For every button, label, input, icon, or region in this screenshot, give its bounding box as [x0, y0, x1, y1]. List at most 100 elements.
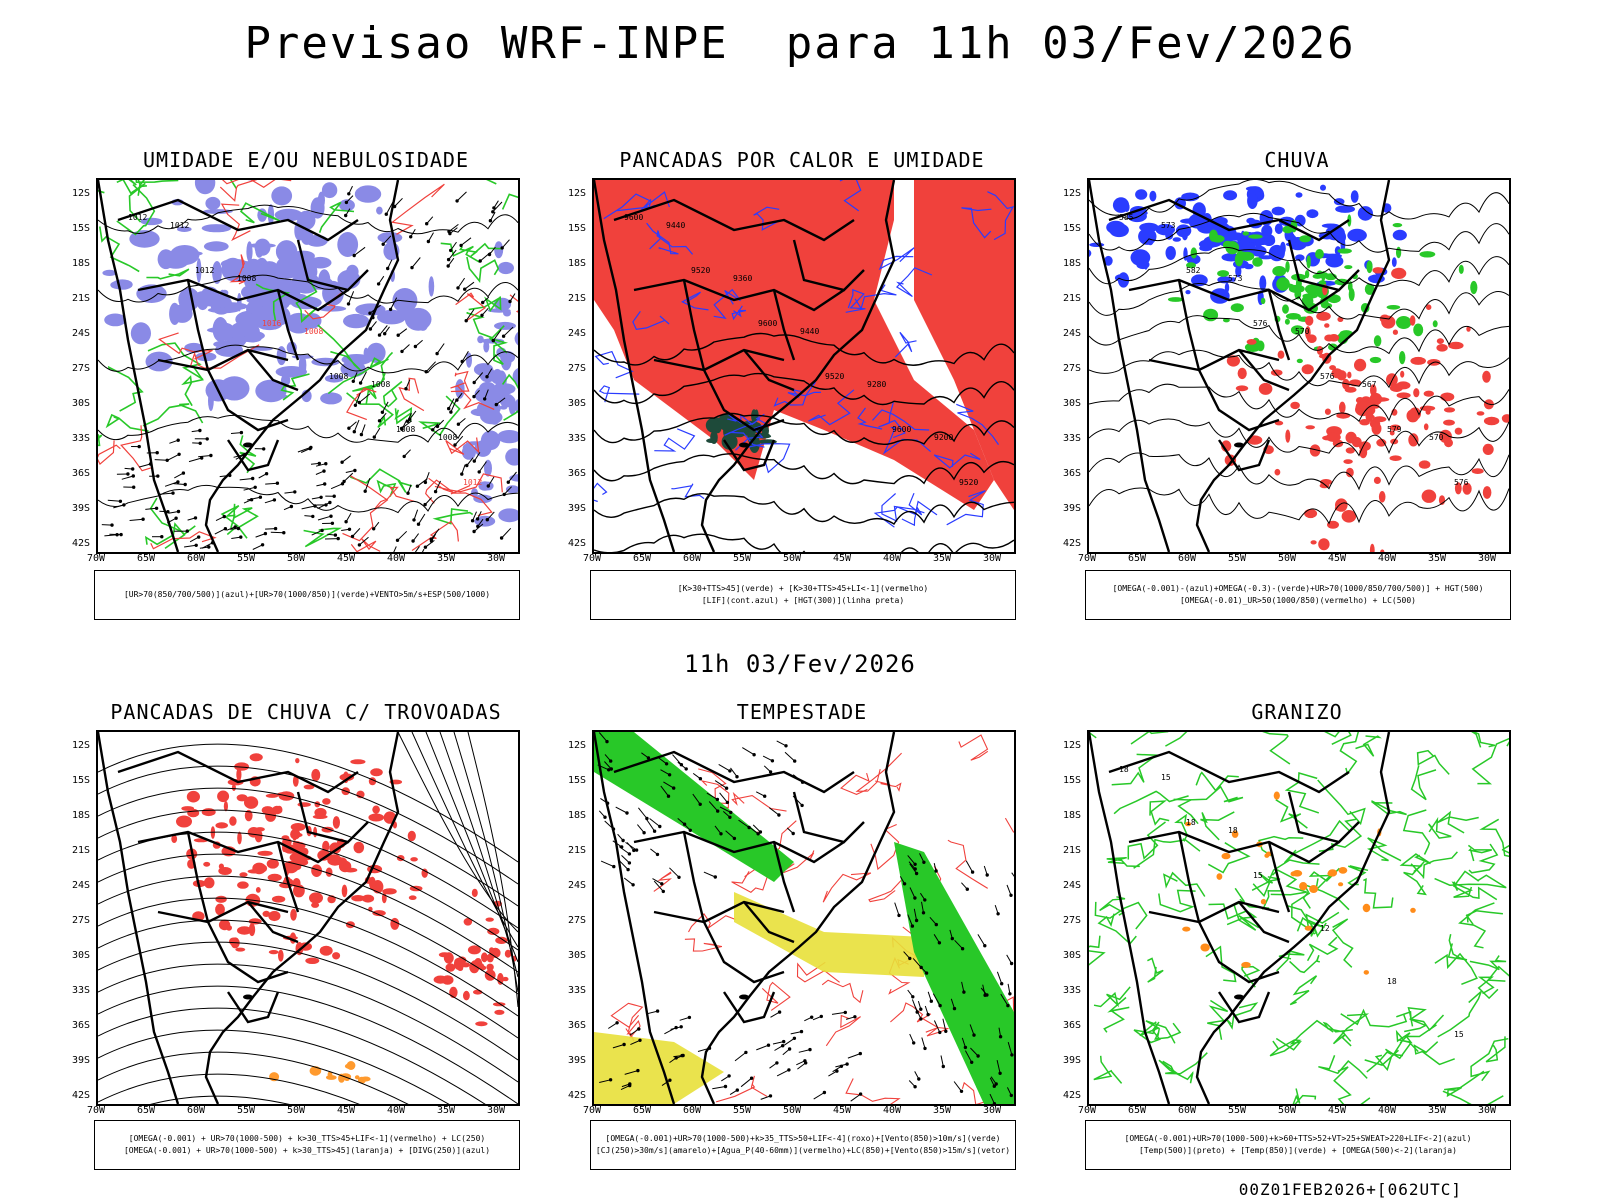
- y-tick-label: 12S: [1062, 188, 1081, 199]
- y-tick-label: 15S: [71, 775, 90, 786]
- x-tick-label: 45W: [336, 1105, 356, 1116]
- y-tick-label: 18S: [567, 258, 586, 269]
- contour-label: 573: [1161, 221, 1176, 230]
- shaded-region: [594, 892, 924, 1104]
- y-tick-label: 36S: [71, 468, 90, 479]
- x-tick-label: 65W: [1127, 553, 1147, 564]
- y-tick-label: 27S: [71, 915, 90, 926]
- y-tick-label: 18S: [71, 810, 90, 821]
- contour-label: 582: [1186, 266, 1201, 275]
- y-tick-label: 36S: [1062, 468, 1081, 479]
- map-plot: [594, 732, 1014, 1104]
- map-plot: 18 18 15 12 18 15 15 18: [1089, 732, 1509, 1104]
- y-tick-label: 36S: [567, 1020, 586, 1031]
- contour-label: 573: [1228, 274, 1243, 283]
- mid-title: 11h 03/Fev/2026: [684, 650, 916, 678]
- x-tick-label: 45W: [1327, 553, 1347, 564]
- main-title: Previsao WRF-INPE para 11h 03/Fev/2026: [244, 18, 1356, 69]
- contour-label: 9520: [691, 266, 710, 275]
- x-tick-label: 40W: [1377, 553, 1397, 564]
- contour-label: 18: [1186, 818, 1196, 827]
- x-tick-label: 30W: [486, 1105, 506, 1116]
- x-tick-label: 50W: [1277, 1105, 1297, 1116]
- panel-title: GRANIZO: [1251, 700, 1343, 724]
- legend-line: [Temp(500)](preto) + [Temp(850)](verde) …: [1139, 1146, 1457, 1155]
- contour-label: 1012: [170, 221, 189, 230]
- legend-line: [OMEGA(-0.001)-(azul)+OMEGA(-0.3)-(verde…: [1112, 584, 1484, 593]
- coastline-borders: [98, 180, 400, 552]
- x-tick-label: 45W: [1327, 1105, 1347, 1116]
- y-tick-label: 30S: [567, 950, 586, 961]
- y-tick-label: 39S: [1062, 503, 1081, 514]
- contour-lines: [1089, 180, 1509, 525]
- y-tick-label: 12S: [71, 740, 90, 751]
- contour-label: 576: [1253, 319, 1268, 328]
- x-tick-label: 40W: [386, 553, 406, 564]
- contour-label: 1012: [463, 478, 482, 487]
- contour-labels: 9600 9520 9600 9520 9600 9520 9440 9360 9440 9280…: [624, 213, 978, 487]
- shaded-region: [594, 732, 1014, 1104]
- y-tick-label: 36S: [71, 1020, 90, 1031]
- y-tick-label: 33S: [1062, 433, 1081, 444]
- contour-label: 1008: [237, 274, 256, 283]
- y-tick-label: 27S: [1062, 363, 1081, 374]
- x-tick-label: 55W: [236, 553, 256, 564]
- legend-box: [OMEGA(-0.001)+UR>70(1000-500)+k>35_TTS>…: [590, 1120, 1016, 1170]
- y-tick-label: 30S: [71, 398, 90, 409]
- x-tick-label: 60W: [1177, 553, 1197, 564]
- contour-label: 576: [1320, 372, 1335, 381]
- coastline-borders: [594, 732, 896, 1104]
- x-tick-label: 70W: [582, 1105, 602, 1116]
- map-plot: 1012 1012 1016 1008 1008 1012 1012 1008 1008 1008…: [98, 180, 518, 552]
- panel-title: CHUVA: [1264, 148, 1330, 172]
- y-tick-label: 24S: [71, 880, 90, 891]
- legend-line: [OMEGA(-0.001)+UR>70(1000-500)+k>60+TTS>…: [1124, 1134, 1472, 1143]
- y-tick-label: 24S: [567, 880, 586, 891]
- map-panel: 9600 9520 9600 9520 9600 9520 9440 9360 9440 9280…: [592, 178, 1016, 554]
- x-tick-label: 50W: [286, 1105, 306, 1116]
- y-tick-label: 33S: [71, 985, 90, 996]
- x-tick-label: 60W: [186, 553, 206, 564]
- contour-label: 1008: [304, 327, 323, 336]
- contour-label: 567: [1362, 380, 1377, 389]
- legend-box: [OMEGA(-0.001)+UR>70(1000-500)+k>60+TTS>…: [1085, 1120, 1511, 1170]
- shaded-region: [455, 241, 518, 527]
- x-tick-label: 55W: [1227, 1105, 1247, 1116]
- y-tick-label: 27S: [71, 363, 90, 374]
- legend-line: [LIF](cont.azul) + [HGT(300)](linha pret…: [701, 596, 905, 605]
- x-tick-label: 45W: [832, 1105, 852, 1116]
- y-tick-label: 12S: [567, 188, 586, 199]
- x-tick-label: 70W: [86, 553, 106, 564]
- x-tick-label: 65W: [136, 553, 156, 564]
- contour-labels: 1012 1012 1016 1008 1008 1012 1012 1008 1008 1008…: [128, 213, 482, 487]
- shaded-region: [1221, 267, 1509, 552]
- contour-label: 15: [1454, 1030, 1464, 1039]
- x-tick-label: 55W: [732, 1105, 752, 1116]
- wind-vectors: [101, 428, 357, 550]
- streamlines: [98, 732, 518, 1104]
- map-plot: 9600 9520 9600 9520 9600 9520 9440 9360 9440 9280…: [594, 180, 1014, 552]
- contour-label: 570: [1429, 433, 1444, 442]
- contour-label: 9280: [867, 380, 886, 389]
- x-tick-label: 35W: [436, 1105, 456, 1116]
- x-tick-label: 65W: [632, 553, 652, 564]
- x-tick-label: 55W: [1227, 553, 1247, 564]
- y-tick-label: 21S: [1062, 845, 1081, 856]
- contour-label: 18: [1228, 826, 1238, 835]
- x-tick-label: 65W: [632, 1105, 652, 1116]
- x-tick-label: 45W: [336, 553, 356, 564]
- lake-marker: [739, 994, 749, 1000]
- y-tick-label: 18S: [1062, 258, 1081, 269]
- x-tick-label: 60W: [682, 553, 702, 564]
- y-tick-label: 39S: [567, 1055, 586, 1066]
- x-tick-label: 40W: [882, 1105, 902, 1116]
- x-tick-label: 50W: [782, 1105, 802, 1116]
- y-tick-label: 15S: [567, 223, 586, 234]
- x-tick-label: 70W: [582, 553, 602, 564]
- map-plot: [98, 732, 518, 1104]
- y-tick-label: 27S: [1062, 915, 1081, 926]
- contour-labels: 585 582 576 576 579 576 573 573 570 567 570: [1119, 213, 1469, 487]
- y-tick-label: 21S: [71, 845, 90, 856]
- legend-box: [OMEGA(-0.001)-(azul)+OMEGA(-0.3)-(verde…: [1085, 570, 1511, 620]
- map-panel: [592, 730, 1016, 1106]
